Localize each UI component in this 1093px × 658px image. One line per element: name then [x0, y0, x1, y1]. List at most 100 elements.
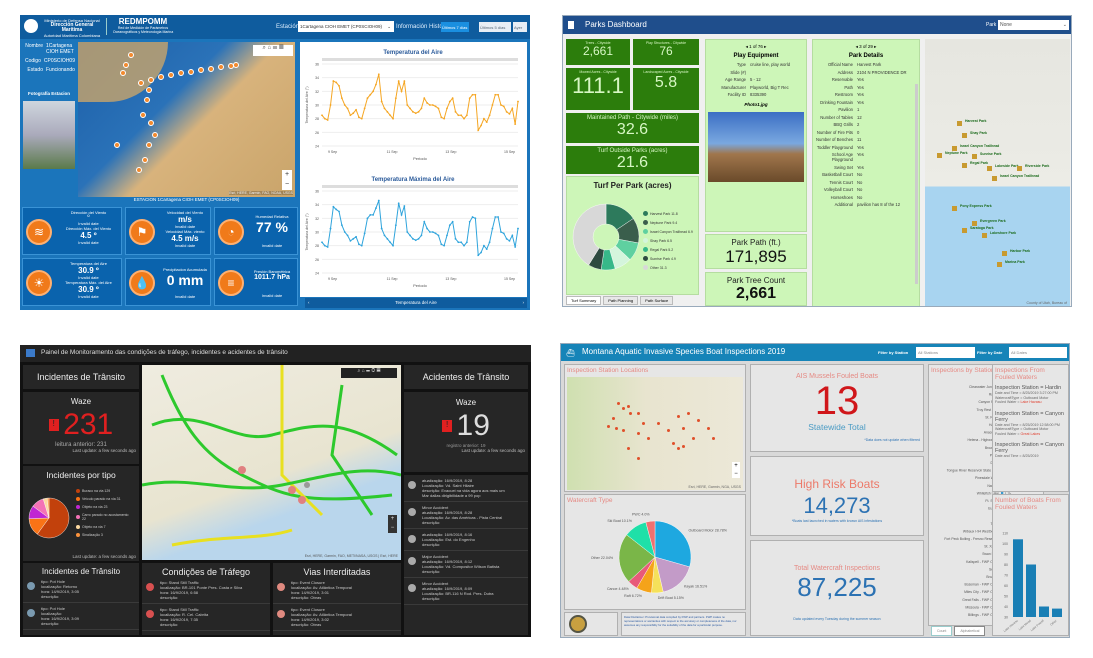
station-marker[interactable]: [233, 62, 239, 68]
station-marker[interactable]: [687, 412, 690, 415]
park-marker[interactable]: [952, 146, 957, 151]
park-marker[interactable]: [972, 154, 977, 159]
station-marker[interactable]: [114, 142, 120, 148]
station-marker[interactable]: [667, 429, 670, 432]
station-marker[interactable]: [123, 62, 129, 68]
map-toolbar[interactable]: ⌕ ⌂ ☰ ◎ ▦: [341, 368, 397, 378]
stat-tile: Trees - Citywide 2,661: [566, 39, 630, 65]
last-5-days-button[interactable]: Últimos 5 días: [479, 22, 511, 32]
park-select[interactable]: None ⌄: [998, 20, 1069, 30]
station-marker[interactable]: [682, 445, 685, 448]
stat-tile: Mowed Acres - Citywide 111.1: [566, 68, 630, 110]
play-pager[interactable]: ◂ 1 of 76 ▸: [745, 44, 767, 49]
station-marker[interactable]: [657, 422, 660, 425]
field-row: Restroom Yes: [813, 92, 919, 97]
data-point: [500, 104, 502, 106]
park-marker[interactable]: [997, 262, 1002, 267]
stat-label: Trees - Citywide: [585, 41, 611, 45]
station-marker[interactable]: [148, 120, 154, 126]
details-pager[interactable]: ◂ 3 of 29 ▸: [855, 44, 877, 49]
category-label: Miles City - FWP Office: [964, 590, 999, 594]
station-marker[interactable]: [142, 157, 148, 163]
station-marker[interactable]: [158, 74, 164, 80]
park-marker[interactable]: [987, 166, 992, 171]
station-marker[interactable]: [152, 132, 158, 138]
station-select[interactable]: 1Cartagena CIOH EMET (CP0SCIOH09) ⌄: [298, 21, 394, 32]
station-marker[interactable]: [146, 142, 152, 148]
station-marker[interactable]: [144, 97, 150, 103]
station-marker[interactable]: [677, 447, 680, 450]
park-marker[interactable]: [937, 153, 942, 158]
park-marker[interactable]: [992, 176, 997, 181]
park-marker[interactable]: [957, 121, 962, 126]
station-marker[interactable]: [692, 437, 695, 440]
tab-path-planning[interactable]: Path Planning: [603, 296, 639, 305]
station-marker[interactable]: [647, 437, 650, 440]
last-7-days-button[interactable]: Últimos 7 días: [441, 22, 469, 32]
scrollbar[interactable]: [915, 84, 918, 284]
station-filter-select[interactable]: All Stations: [916, 347, 975, 358]
station-marker[interactable]: [140, 112, 146, 118]
traffic-map[interactable]: ⌕ ⌂ ☰ ◎ ▦ + − Esri, HERE, Garmin, FAO, ME…: [142, 365, 401, 560]
next-icon[interactable]: ›: [522, 300, 525, 305]
station-marker[interactable]: [672, 442, 675, 445]
zoom-controls[interactable]: + −: [732, 462, 740, 478]
yesterday-button[interactable]: Ayer: [513, 22, 527, 32]
zoom-controls[interactable]: + −: [282, 170, 292, 190]
station-marker[interactable]: [617, 402, 620, 405]
station-marker[interactable]: [697, 419, 700, 422]
station-marker[interactable]: [138, 80, 144, 86]
station-marker[interactable]: [637, 457, 640, 460]
station-marker[interactable]: [168, 72, 174, 78]
park-marker[interactable]: [962, 163, 967, 168]
tab-turf-summary[interactable]: Turf Summary: [566, 296, 602, 305]
menu-icon[interactable]: [568, 21, 574, 29]
station-marker[interactable]: [120, 70, 126, 76]
park-marker[interactable]: [952, 206, 957, 211]
park-marker[interactable]: [972, 221, 977, 226]
station-marker[interactable]: [627, 447, 630, 450]
field-value: pavilion has 8 of the 12: [857, 202, 901, 207]
park-marker[interactable]: [962, 228, 967, 233]
station-marker[interactable]: [642, 422, 645, 425]
station-marker[interactable]: [622, 407, 625, 410]
date-filter-select[interactable]: All Dates: [1009, 347, 1067, 358]
zoom-controls[interactable]: + −: [388, 515, 397, 533]
map-toolbar[interactable]: ⌕ ⌂ ☰ ▦: [253, 45, 293, 56]
station-marker[interactable]: [218, 64, 224, 70]
station-marker[interactable]: [188, 69, 194, 75]
parks-map[interactable]: Harvest Park Shay Park Israel Canyon Trail…: [925, 39, 1070, 306]
data-point: [321, 114, 323, 117]
park-marker[interactable]: [982, 233, 987, 238]
inspection-map[interactable]: + − Esri, HERE, Garmin, NGA, USGS: [567, 377, 743, 490]
prev-icon[interactable]: ‹: [308, 300, 310, 305]
station-marker[interactable]: [637, 412, 640, 415]
station-marker[interactable]: [622, 429, 625, 432]
station-marker[interactable]: [712, 437, 715, 440]
station-marker[interactable]: [682, 427, 685, 430]
chart-pager[interactable]: ‹ Temperatura del Aire ›: [305, 298, 527, 308]
tab-count[interactable]: Count: [931, 626, 953, 636]
station-marker[interactable]: [208, 66, 214, 72]
station-marker[interactable]: [198, 67, 204, 73]
station-marker[interactable]: [637, 432, 640, 435]
station-marker[interactable]: [612, 417, 615, 420]
station-marker[interactable]: [136, 167, 142, 173]
map[interactable]: ⌕ ⌂ ☰ ▦ + − Esri, HERE, Garmin, FAO, NOAA…: [78, 42, 295, 197]
tab-alphabetical[interactable]: Alphabetical: [954, 626, 986, 636]
park-marker[interactable]: [962, 133, 967, 138]
park-marker[interactable]: [1002, 251, 1007, 256]
data-point: [474, 217, 477, 220]
station-marker[interactable]: [677, 415, 680, 418]
park-marker[interactable]: [1017, 166, 1022, 171]
station-marker[interactable]: [629, 412, 632, 415]
station-marker[interactable]: [146, 87, 152, 93]
station-marker[interactable]: [128, 52, 134, 58]
station-marker[interactable]: [178, 70, 184, 76]
station-marker[interactable]: [615, 427, 618, 430]
station-marker[interactable]: [707, 427, 710, 430]
station-marker[interactable]: [607, 425, 610, 428]
station-marker[interactable]: [148, 77, 154, 83]
tab-path-surface[interactable]: Path Surface: [640, 296, 674, 305]
station-marker[interactable]: [627, 405, 630, 408]
